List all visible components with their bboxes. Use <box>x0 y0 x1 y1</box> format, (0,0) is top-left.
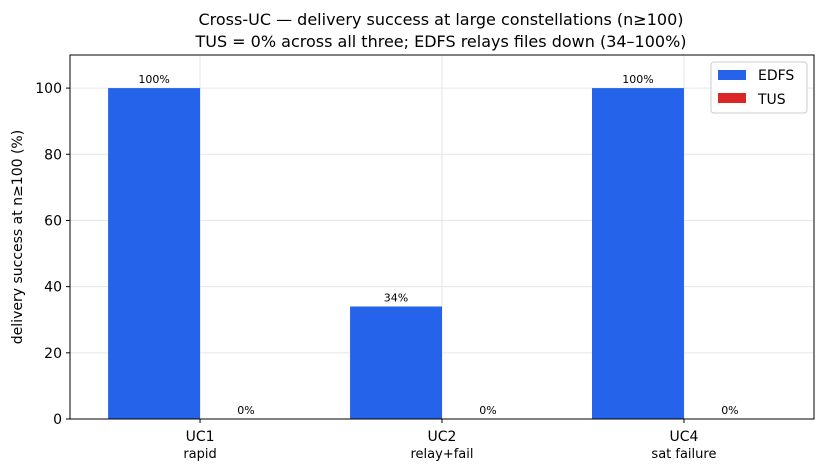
bar-edfs-uc2 <box>350 306 442 419</box>
x-tick-sublabel: sat failure <box>651 447 716 462</box>
y-tick-label: 0 <box>53 412 62 428</box>
bar-label-tus-uc2: 0% <box>479 404 496 417</box>
y-tick-label: 40 <box>44 280 62 296</box>
bar-label-tus-uc4: 0% <box>721 404 738 417</box>
bar-label-tus-uc1: 0% <box>237 404 254 417</box>
bar-label-edfs-uc4: 100% <box>622 73 653 86</box>
y-tick-label: 100 <box>35 81 62 97</box>
x-tick-label-uc4: UC4 <box>669 429 698 445</box>
y-axis-ticks: 0 20 40 60 80 100 <box>35 81 70 428</box>
bar-edfs-uc4 <box>592 88 684 419</box>
bars-group <box>108 88 684 419</box>
bar-label-edfs-uc1: 100% <box>138 73 169 86</box>
bar-label-edfs-uc2: 34% <box>384 291 408 304</box>
x-tick-sublabel: relay+fail <box>411 447 474 462</box>
x-tick-label-uc2: UC2 <box>428 429 457 445</box>
x-tick-label-uc1: UC1 <box>186 429 215 445</box>
x-axis-ticks: UC1 rapid UC2 relay+fail UC4 sat failure <box>183 419 716 462</box>
legend-swatch-edfs <box>718 70 746 80</box>
y-tick-label: 80 <box>44 147 62 163</box>
legend-label-tus: TUS <box>757 92 786 108</box>
legend-swatch-tus <box>718 93 746 103</box>
chart-subtitle: TUS = 0% across all three; EDFS relays f… <box>194 32 686 51</box>
y-tick-label: 20 <box>44 346 62 362</box>
legend: EDFS TUS <box>710 61 808 114</box>
x-tick-sublabel: rapid <box>183 447 216 462</box>
chart-title: Cross-UC — delivery success at large con… <box>198 10 683 29</box>
bar-value-labels: 100% 0% 34% 0% 100% 0% <box>138 73 738 417</box>
bar-edfs-uc1 <box>108 88 201 419</box>
legend-label-edfs: EDFS <box>758 68 794 84</box>
y-tick-label: 60 <box>44 213 62 229</box>
y-axis-label: delivery success at n≥100 (%) <box>10 130 26 344</box>
